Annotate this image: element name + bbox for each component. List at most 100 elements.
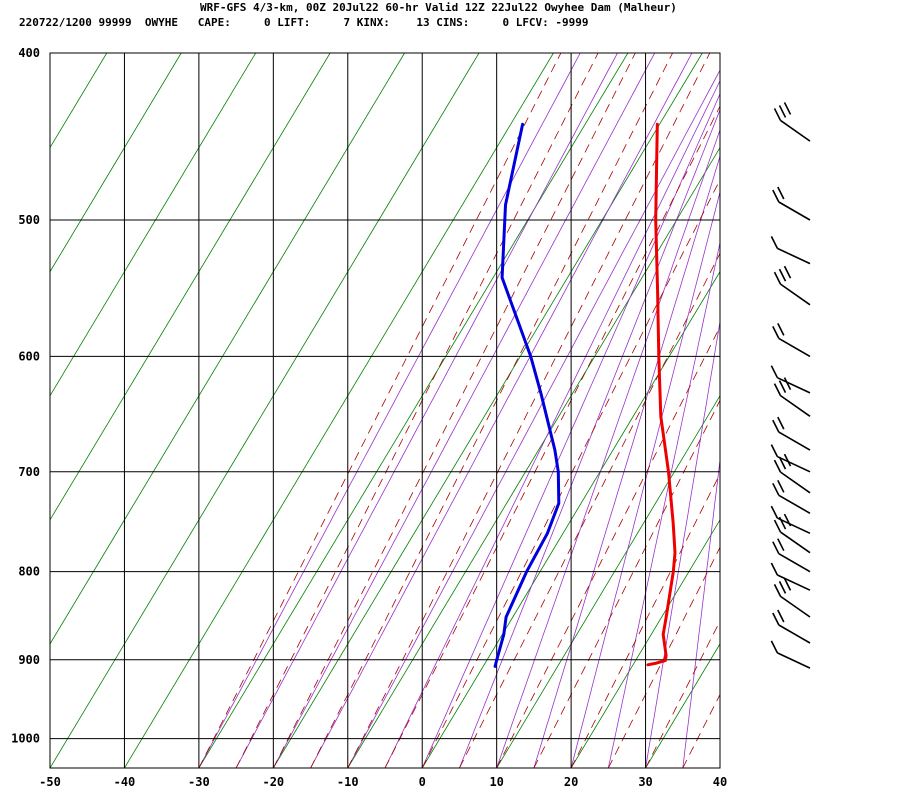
wind-barb-feather [783,453,792,467]
wind-barb-feather [770,444,779,457]
mixing-ratio-line [235,53,599,768]
isotherm-line [50,53,331,521]
wind-barb-feather [777,538,785,552]
moist-adiabat-line [645,319,720,768]
mixing-ratio-line [384,105,720,768]
mixing-ratio-line [570,473,720,768]
mixing-ratio-line [645,620,720,768]
isotherm-line [50,53,480,768]
wind-barb-shaft [778,624,811,644]
wind-barb-shaft [778,201,811,221]
wind-barbs [770,102,811,669]
x-tick-label: -20 [262,775,284,789]
wind-barb-feather [772,326,780,339]
wind-barb-feather [778,105,787,118]
mixing-ratio-line [459,252,720,768]
x-tick-label: 0 [419,775,426,789]
background-lines [50,53,778,768]
wind-barb [770,236,811,265]
y-tick-label: 500 [18,213,40,227]
mixing-ratio-line [421,178,720,768]
wind-barb-feather [770,640,779,654]
moist-adiabat-line [496,128,720,768]
isotherm-line [421,270,720,768]
wind-barb-shaft [777,652,811,669]
wind-barb-feather [773,519,782,533]
wind-barb-shaft [778,553,811,573]
moist-adiabat-line [682,457,720,768]
isotherm-line [570,519,720,768]
wind-barb-feather [773,271,782,285]
moist-adiabat-line [235,53,618,768]
isotherm-line [645,643,720,768]
isotherm-line [124,53,554,768]
y-tick-label: 400 [18,46,40,60]
wind-barb-feather [777,186,785,200]
isotherm-line [719,767,720,768]
wind-barb [770,640,811,669]
wind-barb-feather [772,482,780,496]
wind-barb [770,365,811,394]
y-tick-label: 700 [18,465,40,479]
moist-adiabat-line [198,53,581,768]
mixing-ratio-line [310,53,673,768]
wind-barb-feather [772,419,780,433]
moist-adiabat-line [570,190,720,768]
wind-barb-feather [772,189,780,203]
wind-barb-feather [770,365,779,379]
isotherm-line [347,146,720,768]
moist-adiabat-line [533,154,720,768]
wind-barb-feather [770,505,779,519]
y-tick-label: 600 [18,349,40,363]
x-tick-label: 30 [638,775,652,789]
wind-barb-feather [770,236,779,249]
wind-barb [773,453,811,494]
x-tick-label: -40 [114,775,136,789]
wind-barb [773,102,811,142]
moist-adiabat-line [757,53,778,768]
wind-barb-feather [772,612,780,626]
wind-barb-feather [777,323,785,336]
wind-barb-feather [773,383,782,397]
station-indices-line: 220722/1200 99999 OWYHE CAPE: 0 LIFT: 7 … [19,16,589,29]
wind-barb-feather [770,562,779,576]
wind-barb [770,505,811,535]
wind-barb-feather [783,577,792,591]
wind-barb-shaft [777,455,811,473]
wind-barb-shaft [780,531,811,554]
mixing-ratio-line [347,53,711,768]
wind-barb-feather [773,108,782,121]
moist-adiabat-line [310,53,693,768]
wind-barb-feather [773,583,782,597]
moist-adiabat-line [272,53,656,768]
isotherm-line [198,53,629,768]
y-axis-ticks: 400 500 600 700 800 900 1000 [11,46,40,746]
wind-barb-feather [778,380,787,394]
wind-barb [772,323,811,358]
mixing-ratio-line [272,53,636,768]
wind-barb-shaft [780,471,811,494]
wind-barb-feather [783,102,792,115]
isotherm-line [50,53,108,149]
moist-adiabat-line [347,69,720,768]
wind-barb [773,577,811,618]
x-tick-label: 20 [564,775,578,789]
chart-title: WRF-GFS 4/3-km, 00Z 20Jul22 60-hr Valid … [200,1,677,14]
wind-barb-shaft [777,574,811,591]
wind-barb-feather [773,459,782,473]
x-axis-ticks: -50 -40 -30 -20 -10 0 10 20 30 40 [39,775,727,789]
mixing-ratio-line [719,767,720,768]
y-tick-label: 800 [18,565,40,579]
wind-barb [773,377,811,417]
wind-barb-shaft [778,494,811,514]
isotherm-line [50,53,182,273]
wind-barb-shaft [777,517,811,535]
wind-barb [772,538,811,573]
x-tick-label: -30 [188,775,210,789]
moist-adiabat-line [719,762,720,768]
wind-barb-feather [783,265,792,279]
mixing-ratio-line [533,399,720,768]
wind-barb-feather [778,456,787,470]
isotherm-line [496,395,720,768]
wind-barb-feather [783,377,792,391]
